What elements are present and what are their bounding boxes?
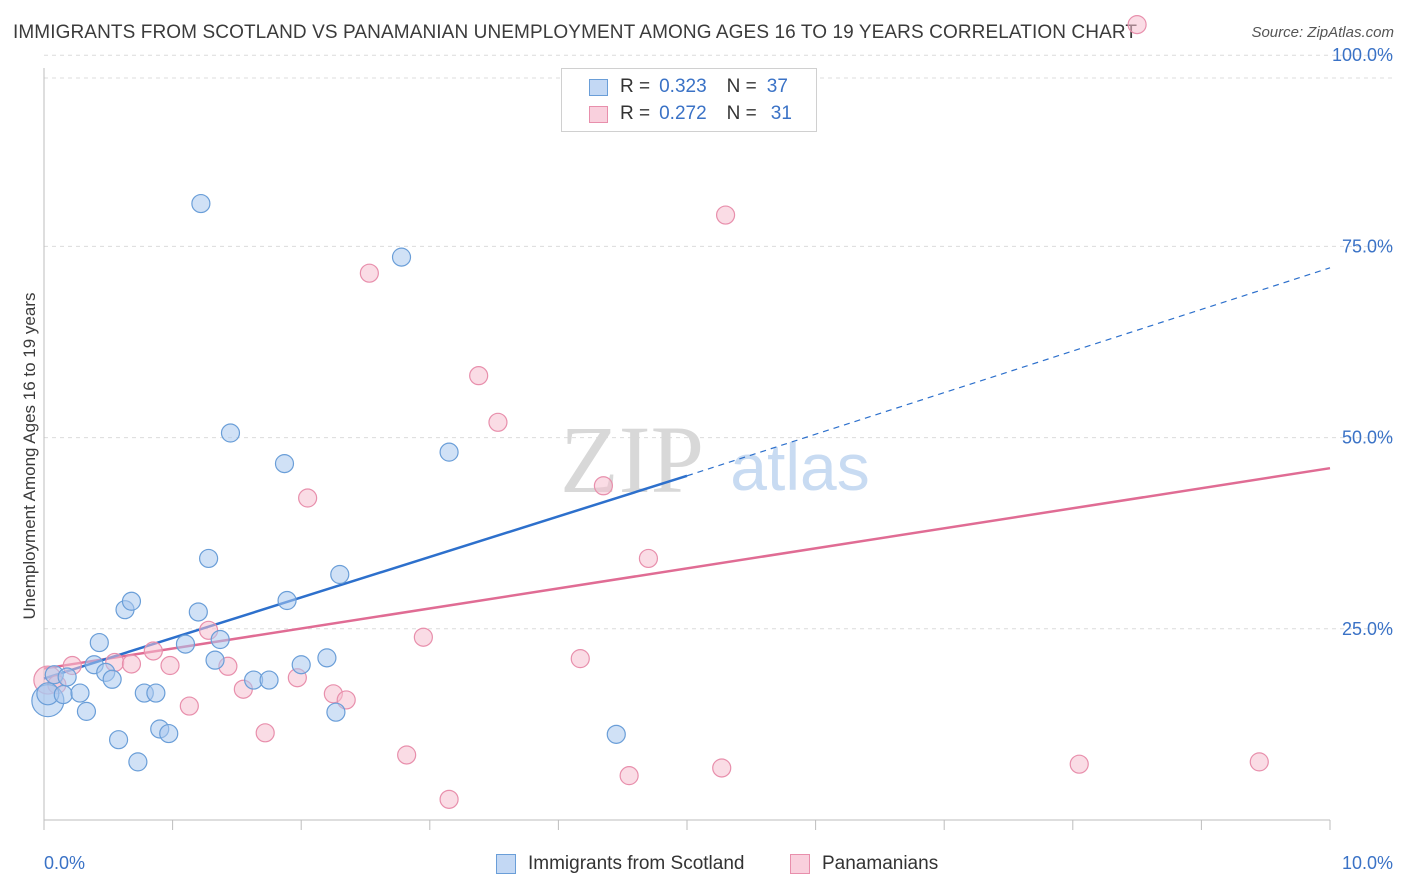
- grid-lines: [44, 54, 1393, 630]
- panamanians-point: [255, 723, 275, 743]
- x-tick-label-max: 10.0%: [1342, 853, 1393, 873]
- scotland-point: [146, 683, 166, 703]
- panamanians-point: [121, 654, 142, 674]
- panamanians-point: [160, 655, 180, 676]
- y-tick-label: 50.0%: [1342, 428, 1393, 448]
- scotland-legend-swatch: [496, 854, 516, 874]
- scotland-point: [175, 634, 196, 654]
- scotland-point: [76, 701, 97, 721]
- panamanians-point: [359, 263, 379, 283]
- panama-swatch: [589, 105, 608, 123]
- panamanians-point: [1127, 15, 1147, 35]
- chart-title: IMMIGRANTS FROM SCOTLAND VS PANAMANIAN U…: [13, 22, 1138, 43]
- scotland-point: [102, 669, 122, 689]
- panamanians-point: [397, 745, 417, 765]
- scotland-point: [188, 602, 208, 622]
- watermark-zip: ZIP: [560, 406, 704, 513]
- scotland-point: [220, 423, 241, 443]
- panamanians-point: [298, 488, 318, 508]
- scotland-point: [274, 454, 295, 474]
- scotland-point: [210, 629, 230, 650]
- panamanians-point: [413, 627, 433, 647]
- n-value: 37: [766, 76, 788, 97]
- source-credit: Source: ZipAtlas.com: [1251, 24, 1394, 41]
- scotland-point: [108, 730, 129, 750]
- scotland-point: [259, 670, 279, 690]
- scotland-point: [326, 702, 346, 722]
- scotland-point: [391, 247, 412, 267]
- correlation-stats-box: R = 0.323 N = 37 R = 0.272 N = 31: [561, 68, 817, 132]
- stats-row-scotland: R = 0.323 N = 37: [562, 75, 788, 99]
- panamanians-point: [1069, 754, 1089, 774]
- scotland-point: [606, 724, 626, 744]
- panamanians-point: [715, 205, 736, 225]
- n-label: N =: [726, 76, 757, 97]
- y-tick-label: 100.0%: [1332, 45, 1393, 65]
- watermark-atlas: atlas: [730, 430, 869, 504]
- panamanians-point: [1249, 752, 1269, 772]
- scotland-point: [53, 684, 73, 705]
- panamanians-point: [439, 789, 459, 809]
- y-tick-label: 25.0%: [1342, 619, 1393, 639]
- r-label: R =: [620, 103, 651, 124]
- panamanians-trend-line: [43, 466, 1331, 670]
- panamanians-point: [619, 766, 639, 786]
- scotland-point: [159, 723, 179, 744]
- x-tick-label-min: 0.0%: [44, 853, 85, 873]
- scotland-point: [205, 650, 225, 670]
- scotland-point: [291, 655, 311, 675]
- scotland-point: [128, 752, 148, 772]
- scotland-trend-line: [43, 474, 688, 680]
- scotland-point: [439, 442, 459, 462]
- scotland-point: [57, 667, 77, 687]
- panamanians-point: [469, 366, 489, 386]
- scotland-point: [277, 590, 297, 611]
- scotland-point: [191, 193, 211, 214]
- panamanians-point: [336, 690, 356, 710]
- scotland-point: [330, 564, 350, 585]
- scotland-point: [317, 648, 337, 668]
- panamanians-point: [179, 696, 199, 716]
- panamanians-point: [593, 476, 614, 496]
- panamanians-point: [570, 649, 590, 669]
- legend-item-scotland[interactable]: Immigrants from Scotland: [496, 852, 744, 876]
- n-label: N =: [726, 103, 757, 124]
- y-tick-label: 75.0%: [1342, 236, 1393, 256]
- data-points: [31, 15, 1269, 809]
- panamanians-point: [488, 412, 508, 432]
- scotland-swatch: [589, 78, 608, 96]
- legend-label-scotland: Immigrants from Scotland: [528, 853, 745, 874]
- panama-legend-swatch: [790, 854, 810, 874]
- panamanians-point: [638, 548, 659, 569]
- watermark: ZIP atlas: [560, 406, 870, 513]
- r-label: R =: [620, 76, 651, 97]
- panamanians-point: [143, 641, 163, 661]
- panamanians-point: [712, 758, 732, 778]
- legend-label-panamanians: Panamanians: [822, 853, 939, 874]
- r-value: 0.323: [659, 76, 707, 97]
- scotland-point: [89, 632, 109, 653]
- scotland-trend-projection: [686, 267, 1331, 477]
- scotland-point: [70, 683, 90, 703]
- scotland-point: [199, 548, 219, 569]
- stats-row-panama: R = 0.272 N = 31: [562, 102, 792, 126]
- n-value: 31: [770, 103, 792, 124]
- scotland-point: [121, 591, 142, 611]
- legend-item-panamanians[interactable]: Panamanians: [790, 852, 938, 876]
- tick-labels: 25.0% 50.0% 75.0% 100.0% 0.0% 10.0%: [44, 45, 1393, 873]
- r-value: 0.272: [659, 103, 707, 124]
